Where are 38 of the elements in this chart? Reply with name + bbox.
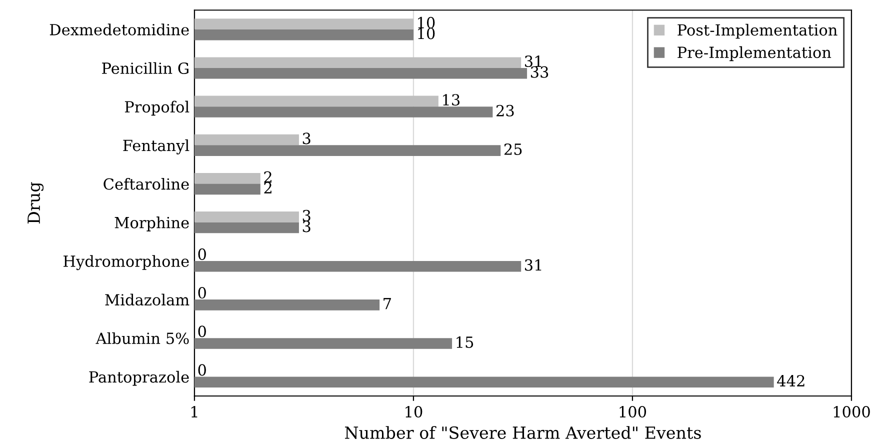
text: 0	[198, 364, 206, 376]
data-label: 15	[456, 336, 474, 348]
y-tick-label: Hydromorphone	[64, 255, 189, 270]
data-label: 442	[777, 374, 804, 386]
legend-label: Post-Implementation	[678, 24, 838, 39]
y-tick-label: Pantoprazole	[89, 370, 189, 386]
x-tick-label: 10	[406, 406, 422, 418]
data-label: 2	[264, 171, 272, 183]
x-tick-label: 1	[191, 406, 198, 418]
data-label: 3	[302, 210, 310, 222]
y-tick-label: Propofol	[124, 100, 190, 116]
text: 0	[198, 287, 206, 299]
y-axis-title: Drug	[28, 182, 44, 224]
data-label: 25	[504, 143, 522, 156]
x-axis-title: Number of "Severe Harm Averted" Events	[345, 426, 701, 439]
x-tick-label: 1000	[834, 406, 870, 418]
y-tick-label: Ceftaroline	[104, 178, 189, 190]
data-label: 13	[443, 94, 460, 106]
data-label: 3	[302, 132, 310, 144]
legend-label: Pre-Implementation	[678, 46, 832, 62]
data-label: 10	[418, 16, 435, 28]
data-label: 33	[530, 66, 548, 78]
text: 0	[198, 248, 206, 260]
data-label: 2	[264, 182, 272, 194]
data-label: 3	[302, 220, 310, 232]
y-tick-label: Fentanyl	[123, 139, 190, 154]
data-label: 23	[496, 104, 514, 116]
y-tick-label: Morphine	[114, 216, 189, 232]
data-label: 7	[384, 298, 391, 310]
y-tick-label: Midazolam	[105, 294, 190, 306]
x-tick-label: 100	[620, 406, 646, 418]
data-label: 31	[525, 259, 542, 271]
y-tick-label: Penicillin G	[102, 62, 188, 74]
text: 0	[198, 326, 206, 338]
y-tick-label: Albumin 5%	[96, 332, 189, 344]
data-label: 31	[525, 55, 542, 68]
y-tick-label: Dexmedetomidine	[50, 24, 189, 36]
data-label: 10	[418, 28, 435, 40]
